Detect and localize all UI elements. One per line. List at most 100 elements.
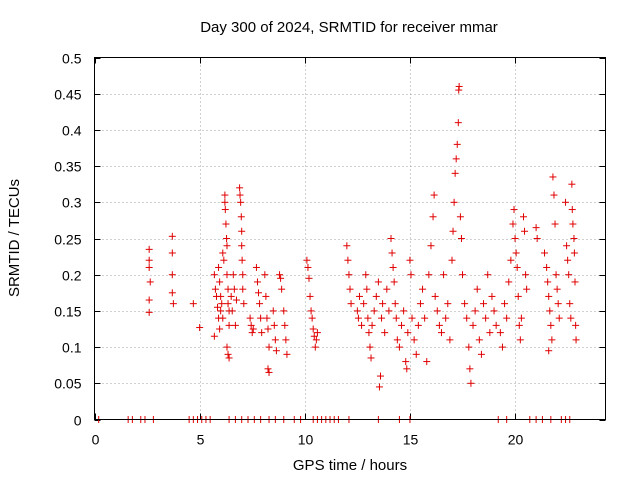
data-point — [482, 314, 490, 322]
data-point — [544, 278, 552, 286]
data-point — [261, 271, 269, 279]
data-point — [217, 292, 225, 300]
data-point — [510, 206, 518, 214]
data-point — [145, 308, 153, 316]
data-point — [391, 300, 399, 308]
data-point — [433, 307, 441, 315]
data-point — [477, 350, 485, 358]
data-point — [400, 307, 408, 315]
y-tick-label: 0.2 — [62, 268, 82, 284]
data-point — [227, 292, 235, 300]
data-point — [568, 206, 576, 214]
data-point — [571, 278, 579, 286]
data-point — [276, 271, 284, 279]
data-point — [345, 271, 353, 279]
data-point — [517, 314, 525, 322]
x-tick-label: 20 — [508, 432, 524, 448]
data-point — [419, 285, 427, 293]
data-point — [263, 314, 271, 322]
data-point — [484, 271, 492, 279]
data-point — [230, 285, 238, 293]
data-point — [444, 300, 452, 308]
data-point — [249, 325, 257, 333]
data-point — [224, 350, 232, 358]
data-point — [513, 263, 521, 271]
data-point — [265, 368, 273, 376]
data-point — [440, 271, 448, 279]
data-point — [252, 263, 260, 271]
y-tick-label: 0.3 — [62, 195, 82, 211]
x-axis-ticks: 0 5 10 15 20 — [92, 57, 524, 448]
data-point — [412, 350, 420, 358]
data-point — [551, 220, 559, 228]
data-point — [253, 278, 261, 286]
x-tick-label: 10 — [298, 432, 314, 448]
data-point — [383, 285, 391, 293]
data-point — [549, 173, 557, 181]
data-point — [521, 227, 529, 235]
data-point — [189, 300, 197, 308]
data-point — [168, 271, 176, 279]
data-point — [362, 271, 370, 279]
y-tick-label: 0.45 — [54, 87, 81, 103]
data-point — [283, 350, 291, 358]
data-point — [221, 191, 229, 199]
data-point — [555, 314, 563, 322]
data-point — [429, 213, 437, 221]
data-point — [545, 347, 553, 355]
data-point — [505, 278, 513, 286]
data-point — [390, 278, 398, 286]
data-point — [262, 292, 270, 300]
data-point — [258, 329, 266, 337]
data-point — [229, 271, 237, 279]
data-point — [381, 329, 389, 337]
data-point — [453, 140, 461, 148]
data-point — [416, 300, 424, 308]
data-point — [402, 358, 410, 366]
data-point — [224, 300, 232, 308]
data-point — [515, 321, 523, 329]
data-point — [256, 300, 264, 308]
data-point — [533, 235, 541, 242]
data-point — [564, 256, 572, 264]
data-point — [448, 256, 456, 264]
data-point — [358, 321, 366, 329]
data-point — [550, 191, 558, 199]
data-point — [215, 263, 223, 271]
data-point — [543, 263, 551, 271]
data-point — [343, 242, 351, 250]
data-point — [216, 325, 224, 333]
data-point — [437, 329, 445, 337]
data-point — [451, 169, 459, 177]
data-point — [310, 332, 318, 340]
y-tick-label: 0.1 — [62, 340, 82, 356]
y-tick-label: 0.35 — [54, 159, 81, 175]
data-point — [257, 314, 265, 322]
data-point — [562, 198, 570, 206]
data-point — [277, 274, 285, 282]
data-point — [519, 213, 527, 221]
data-point — [522, 271, 530, 279]
data-point — [210, 332, 218, 340]
data-point — [541, 249, 549, 257]
data-point — [572, 336, 580, 344]
data-point — [272, 347, 280, 355]
data-point — [223, 235, 231, 242]
data-point — [309, 325, 317, 333]
data-point — [446, 336, 454, 344]
data-point — [355, 292, 363, 300]
data-point — [304, 263, 312, 271]
data-point — [427, 242, 435, 250]
data-point — [545, 292, 553, 300]
data-point — [169, 300, 177, 308]
data-point — [196, 324, 204, 332]
data-point — [393, 336, 401, 344]
data-point — [264, 365, 272, 373]
data-point — [281, 321, 289, 329]
data-point — [572, 321, 580, 329]
data-point — [237, 198, 245, 206]
data-point — [221, 206, 229, 214]
y-tick-label: 0.4 — [62, 123, 82, 139]
data-point — [570, 249, 578, 257]
